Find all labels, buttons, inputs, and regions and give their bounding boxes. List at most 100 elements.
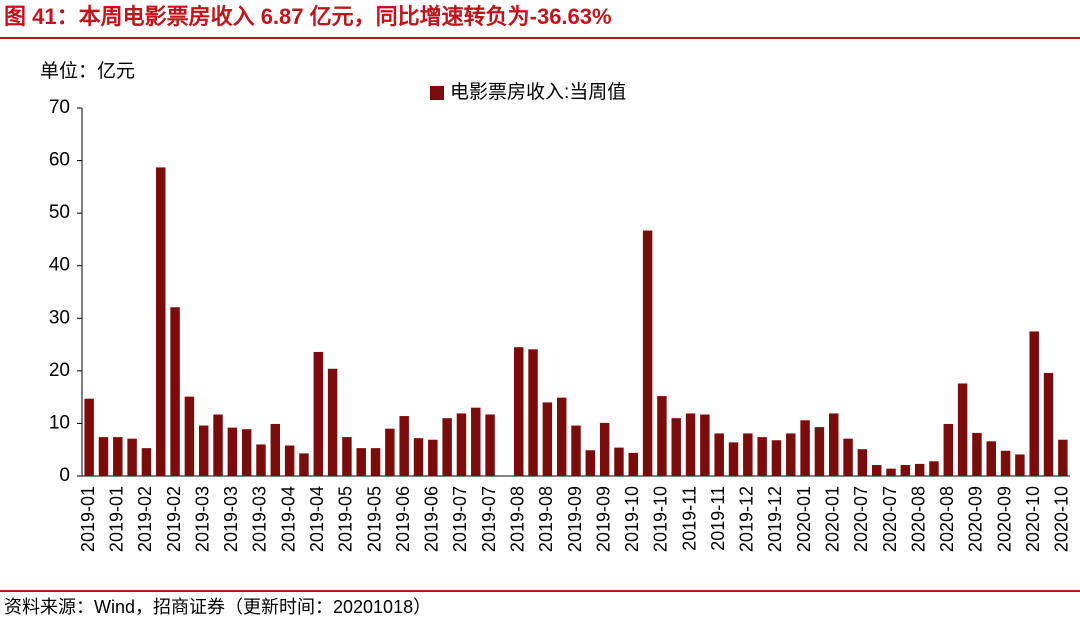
bar <box>113 437 123 476</box>
bar <box>614 447 624 476</box>
x-tick-label: 2019-03 <box>250 486 270 552</box>
bar <box>184 396 195 476</box>
bar <box>1058 439 1068 476</box>
x-tick-label: 2020-07 <box>851 486 871 552</box>
x-tick-label: 2020-10 <box>1023 486 1043 552</box>
bar <box>98 437 109 476</box>
y-tick-label: 60 <box>49 150 70 171</box>
x-tick-label: 2019-11 <box>708 486 728 551</box>
bar <box>471 407 481 476</box>
bar <box>642 230 653 476</box>
bar <box>442 418 452 476</box>
x-tick-label: 2020-09 <box>994 486 1014 552</box>
x-tick-label: 2019-01 <box>107 486 127 552</box>
x-tick-label: 2020-09 <box>966 486 986 552</box>
bar <box>728 442 739 476</box>
x-tick-label: 2019-01 <box>78 486 98 552</box>
bar <box>972 432 982 476</box>
bar <box>1043 372 1054 476</box>
x-tick-label: 2019-03 <box>221 486 241 552</box>
bar <box>671 418 681 476</box>
y-tick-label: 70 <box>49 97 70 118</box>
x-tick-label: 2019-12 <box>737 486 757 552</box>
bar <box>542 402 553 476</box>
bar <box>428 439 438 476</box>
bar <box>299 453 309 476</box>
bar <box>342 437 352 476</box>
bar <box>270 423 281 476</box>
bar <box>857 449 868 476</box>
bar <box>628 452 639 476</box>
y-tick-label: 50 <box>49 202 70 223</box>
x-tick-label: 2019-03 <box>192 486 212 552</box>
bar <box>241 429 252 476</box>
bar <box>914 463 925 476</box>
bar <box>413 438 424 476</box>
bar <box>743 433 753 476</box>
bar <box>513 347 524 476</box>
x-tick-label: 2019-08 <box>507 486 527 552</box>
chart-title: 图 41：本周电影票房收入 6.87 亿元，同比增速转负为-36.63% <box>4 4 612 29</box>
bar <box>313 351 323 476</box>
x-tick-label: 2019-07 <box>450 486 470 552</box>
x-tick-label: 2019-02 <box>135 486 155 552</box>
x-tick-label: 2019-06 <box>393 486 413 552</box>
bar <box>599 422 610 476</box>
y-tick-label: 10 <box>49 412 70 433</box>
source-note: 资料来源：Wind，招商证券（更新时间：20201018） <box>4 597 431 617</box>
bar <box>399 416 409 476</box>
bar <box>156 167 166 477</box>
x-tick-label: 2019-12 <box>765 486 785 552</box>
bar <box>141 448 152 476</box>
x-tick-label: 2019-11 <box>679 486 699 551</box>
bar <box>786 433 796 476</box>
bar <box>957 383 968 476</box>
bar <box>986 441 996 476</box>
bar <box>886 468 896 476</box>
bar <box>284 445 295 476</box>
bar <box>213 414 223 476</box>
x-tick-label: 2020-10 <box>1052 486 1072 552</box>
bar <box>127 438 137 476</box>
bar <box>771 440 782 476</box>
x-tick-label: 2019-05 <box>336 486 356 552</box>
bar <box>814 427 825 476</box>
bar <box>485 414 495 476</box>
legend-label: 电影票房收入:当周值 <box>450 81 626 103</box>
x-tick-label: 2019-04 <box>278 486 298 552</box>
bar <box>685 413 696 476</box>
bar <box>585 450 596 476</box>
x-tick-label: 2019-02 <box>164 486 184 552</box>
x-tick-label: 2019-04 <box>307 486 327 552</box>
x-tick-label: 2020-01 <box>822 486 842 552</box>
x-tick-label: 2020-01 <box>794 486 814 552</box>
y-tick-label: 0 <box>59 465 70 486</box>
x-tick-label: 2019-09 <box>565 486 585 552</box>
x-tick-label: 2019-08 <box>536 486 556 552</box>
bar <box>657 396 667 476</box>
y-tick-label: 30 <box>49 307 70 328</box>
bar <box>327 368 338 476</box>
bar <box>256 444 266 476</box>
x-tick-label: 2019-05 <box>364 486 384 552</box>
y-tick-label: 40 <box>49 255 70 276</box>
bar <box>843 438 853 476</box>
bar <box>757 437 767 476</box>
x-tick-label: 2019-07 <box>479 486 499 552</box>
bar <box>528 349 538 476</box>
bar <box>900 464 911 476</box>
bar <box>800 420 810 476</box>
bar <box>829 413 839 476</box>
bar <box>943 423 954 476</box>
bar <box>84 398 94 476</box>
bar <box>385 428 395 476</box>
x-tick-label: 2019-10 <box>622 486 642 552</box>
bar <box>170 307 180 476</box>
bar <box>227 427 238 476</box>
legend-swatch <box>430 86 444 100</box>
x-tick-label: 2020-08 <box>908 486 928 552</box>
bar <box>714 433 724 476</box>
bar <box>871 464 882 476</box>
bar <box>1015 454 1025 476</box>
x-tick-label: 2019-09 <box>593 486 613 552</box>
